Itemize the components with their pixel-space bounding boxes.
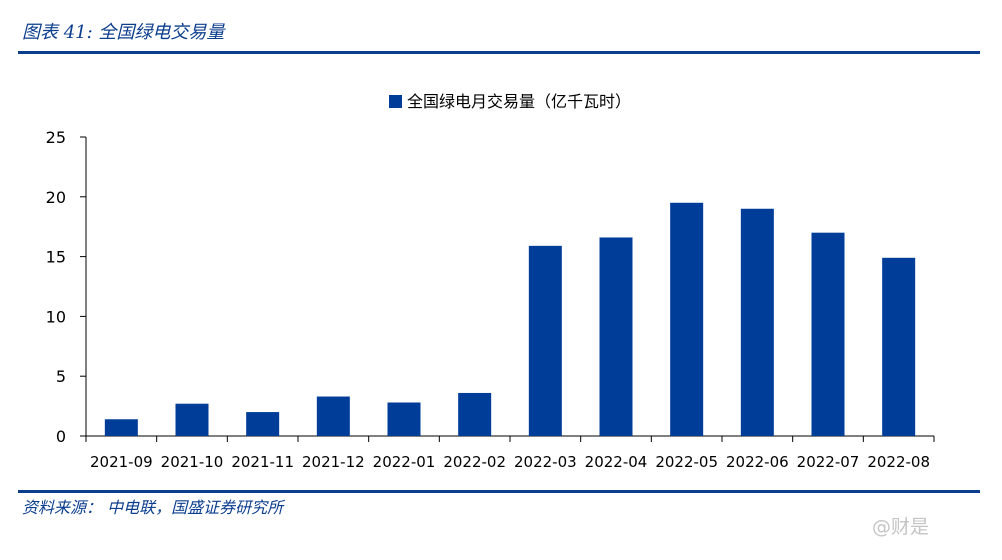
y-tick-label: 25 [46,128,66,147]
bar-2021-11 [246,412,280,436]
bar-chart: 全国绿电月交易量（亿千瓦时） 0 5 10 15 20 25 2021-09 2021-10 20… [46,92,935,471]
bar-2022-03 [528,245,562,436]
x-tick-label: 2022-05 [655,453,718,471]
x-tick-label: 2022-03 [514,453,577,471]
x-tick-label: 2022-04 [585,453,648,471]
figure-title: 图表 41: 全国绿电交易量 [22,22,225,43]
x-tick-label: 2021-09 [90,453,153,471]
bar-2021-12 [316,396,350,436]
x-tick-label: 2021-10 [161,453,224,471]
x-tick-label: 2022-02 [443,453,506,471]
y-tick-label: 10 [46,307,66,326]
bar-2022-02 [458,392,492,436]
footer-rule [18,490,980,493]
source-note: 资料来源： 中电联，国盛证券研究所 [22,498,284,517]
y-tick-label: 0 [56,427,66,446]
header-rule [18,51,980,54]
y-tick-label: 15 [46,248,66,267]
bar-2022-04 [599,237,633,436]
bar-2021-09 [104,419,138,436]
bar-2022-05 [670,202,704,436]
bar-2022-01 [387,402,421,436]
y-tick-label: 5 [56,367,66,386]
x-tick-label: 2021-11 [231,453,294,471]
y-tick-label: 20 [46,188,66,207]
x-tick-label: 2022-06 [726,453,789,471]
bar-2022-06 [740,208,774,436]
watermark: @财是 [872,516,930,538]
x-tick-label: 2022-01 [373,453,436,471]
x-tick-label: 2022-08 [867,453,930,471]
legend-label: 全国绿电月交易量（亿千瓦时） [407,92,631,111]
bar-2021-10 [175,403,209,436]
bar-2022-07 [811,232,845,436]
x-tick-label: 2021-12 [302,453,365,471]
legend-swatch [389,95,402,108]
bar-2022-08 [882,257,916,436]
x-tick-label: 2022-07 [797,453,860,471]
